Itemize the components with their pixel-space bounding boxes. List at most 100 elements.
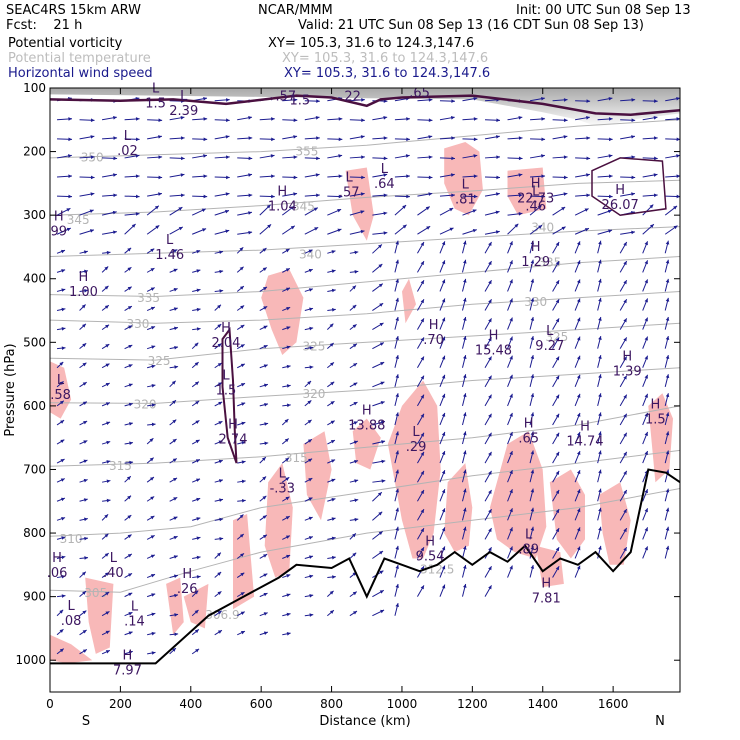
wind-arrowhead xyxy=(463,488,467,493)
wind-arrowhead xyxy=(644,393,648,398)
wind-arrowhead xyxy=(488,432,492,437)
wind-arrowhead xyxy=(174,593,178,598)
wind-arrowhead xyxy=(226,175,230,180)
wind-arrowhead xyxy=(158,155,163,159)
high-marker: H xyxy=(429,318,439,333)
wind-arrowhead xyxy=(173,477,178,482)
shaded-region xyxy=(402,278,416,324)
wind-arrowhead xyxy=(378,264,383,268)
extremum-value: 2.39 xyxy=(169,104,198,119)
wind-arrowhead xyxy=(378,511,383,516)
high-marker: H xyxy=(221,321,231,336)
extremum-value: .40 xyxy=(103,566,124,581)
wind-arrowhead xyxy=(576,355,581,360)
extremum-value: 7.97 xyxy=(113,663,142,678)
wind-arrowhead xyxy=(563,98,568,102)
y-tick-label: 300 xyxy=(23,208,46,222)
wind-arrowhead xyxy=(665,545,670,550)
wind-arrowhead xyxy=(563,118,568,123)
wind-arrowhead xyxy=(113,173,117,177)
wind-arrowhead xyxy=(509,527,513,532)
wind-arrowhead xyxy=(106,421,111,425)
wind-arrowhead xyxy=(509,470,513,475)
y-tick-label: 1000 xyxy=(15,653,46,667)
wind-arrowhead xyxy=(488,394,492,399)
wind-arrowhead xyxy=(286,364,291,369)
wind-arrowhead xyxy=(84,536,88,541)
wind-arrowhead xyxy=(665,355,670,360)
wind-arrowhead xyxy=(608,154,613,158)
pv-label: .57 xyxy=(275,90,296,105)
wind-arrowhead xyxy=(329,323,334,328)
wind-arrowhead xyxy=(59,648,64,653)
wind-arrowhead xyxy=(284,438,289,443)
wind-arrowhead xyxy=(541,96,545,101)
wind-arrowhead xyxy=(240,572,245,577)
wind-arrowhead xyxy=(225,135,230,139)
wind-arrowhead xyxy=(473,174,478,179)
wind-arrowhead xyxy=(509,374,513,379)
wind-arrowhead xyxy=(331,269,336,273)
wind-arrowhead xyxy=(428,118,433,123)
wind-arrowhead xyxy=(383,156,388,161)
high-marker: H xyxy=(228,418,238,433)
wind-arrowhead xyxy=(151,403,156,407)
wind-arrowhead xyxy=(598,240,602,245)
wind-arrowhead xyxy=(496,155,500,159)
wind-arrowhead xyxy=(89,229,94,233)
extremum-value: 1.00 xyxy=(69,285,98,300)
wind-arrowhead xyxy=(241,421,246,426)
wind-arrowhead xyxy=(263,306,268,310)
wind-arrowhead xyxy=(239,247,244,252)
wind-arrowhead xyxy=(90,175,95,180)
wind-arrowhead xyxy=(128,650,133,655)
wind-arrowhead xyxy=(61,574,66,579)
wind-arrowhead xyxy=(285,287,290,292)
wind-arrowhead xyxy=(82,362,87,367)
wind-arrowhead xyxy=(665,431,670,436)
wind-arrowhead xyxy=(219,250,224,255)
wind-arrowhead xyxy=(644,260,648,265)
wind-arrowhead xyxy=(428,192,433,196)
wind-arrowhead xyxy=(68,117,73,121)
wind-arrowhead xyxy=(217,362,222,367)
wind-arrowhead xyxy=(286,574,291,578)
wind-arrowhead xyxy=(644,431,648,436)
wind-arrowhead xyxy=(495,192,500,196)
extremum-value: .89 xyxy=(518,543,539,558)
wind-arrowhead xyxy=(463,355,467,360)
shaded-region xyxy=(233,514,255,610)
y-axis: 100 200 300 400 500 600 700 800 900 1000 xyxy=(15,81,680,667)
wind-arrowhead xyxy=(309,555,313,559)
wind-arrowhead xyxy=(83,440,88,444)
field-label-theta: Potential temperature xyxy=(8,51,151,66)
wind-arrowhead xyxy=(586,116,590,120)
low-marker: L xyxy=(546,324,554,339)
wind-arrowhead xyxy=(395,297,399,302)
wind-arrowhead xyxy=(623,547,627,552)
wind-arrowhead xyxy=(67,154,72,158)
wind-arrowhead xyxy=(104,553,109,557)
wind-arrowhead xyxy=(555,337,560,342)
wind-arrowhead xyxy=(509,431,513,436)
wind-arrowhead xyxy=(262,495,267,500)
wind-arrowhead xyxy=(420,394,424,399)
wind-arrowhead xyxy=(665,526,670,531)
wind-arrowhead xyxy=(262,534,267,539)
low-marker: L xyxy=(110,551,118,566)
init-time: Init: 00 UTC Sun 08 Sep 13 xyxy=(516,3,691,18)
wind-arrowhead xyxy=(313,207,318,212)
wind-arrowhead xyxy=(81,571,86,576)
wind-arrowhead xyxy=(218,401,223,406)
wind-arrowhead xyxy=(194,381,199,386)
wind-arrowhead xyxy=(203,174,208,179)
wind-arrowhead xyxy=(218,421,223,425)
wind-arrowhead xyxy=(530,336,535,340)
wind-arrowhead xyxy=(105,324,110,329)
wind-arrowhead xyxy=(530,393,535,398)
wind-arrowhead xyxy=(104,266,109,271)
wind-arrowhead xyxy=(463,545,467,550)
extremum-value: 1.46 xyxy=(155,248,184,263)
wind-arrowhead xyxy=(395,564,399,569)
wind-arrowhead xyxy=(406,194,410,199)
